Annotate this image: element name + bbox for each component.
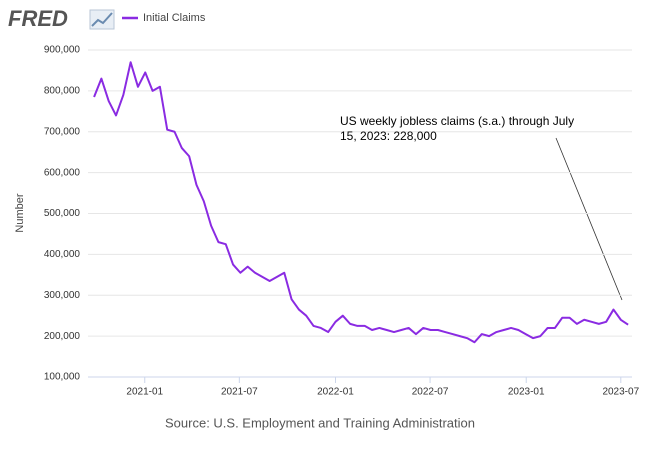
x-tick-label: 2022-07 [412, 387, 449, 398]
y-axis-title: Number [14, 193, 26, 232]
annotation: 15, 2023: 228,000 [340, 129, 437, 143]
y-tick-label: 400,000 [44, 249, 81, 260]
x-tick-label: 2021-07 [221, 387, 258, 398]
logo: FRED [8, 6, 68, 31]
x-tick-label: 2022-01 [317, 387, 354, 398]
y-tick-label: 200,000 [44, 331, 81, 342]
annotation: US weekly jobless claims (s.a.) through … [340, 114, 574, 128]
y-tick-label: 700,000 [44, 126, 81, 137]
y-tick-label: 800,000 [44, 86, 81, 97]
data-line [93, 61, 629, 344]
y-tick-label: 900,000 [44, 45, 81, 56]
y-tick-label: 100,000 [44, 372, 81, 383]
y-tick-label: 300,000 [44, 290, 81, 301]
logo-icon [89, 9, 115, 30]
x-tick-label: 2023-07 [602, 387, 639, 398]
x-tick-label: 2023-01 [508, 387, 545, 398]
y-tick-label: 600,000 [44, 167, 81, 178]
source: Source: U.S. Employment and Training Adm… [165, 415, 475, 430]
annotation-arrow [555, 137, 623, 301]
x-tick-label: 2021-01 [126, 387, 163, 398]
y-tick-label: 500,000 [44, 208, 81, 219]
legend-label: Initial Claims [143, 12, 206, 24]
